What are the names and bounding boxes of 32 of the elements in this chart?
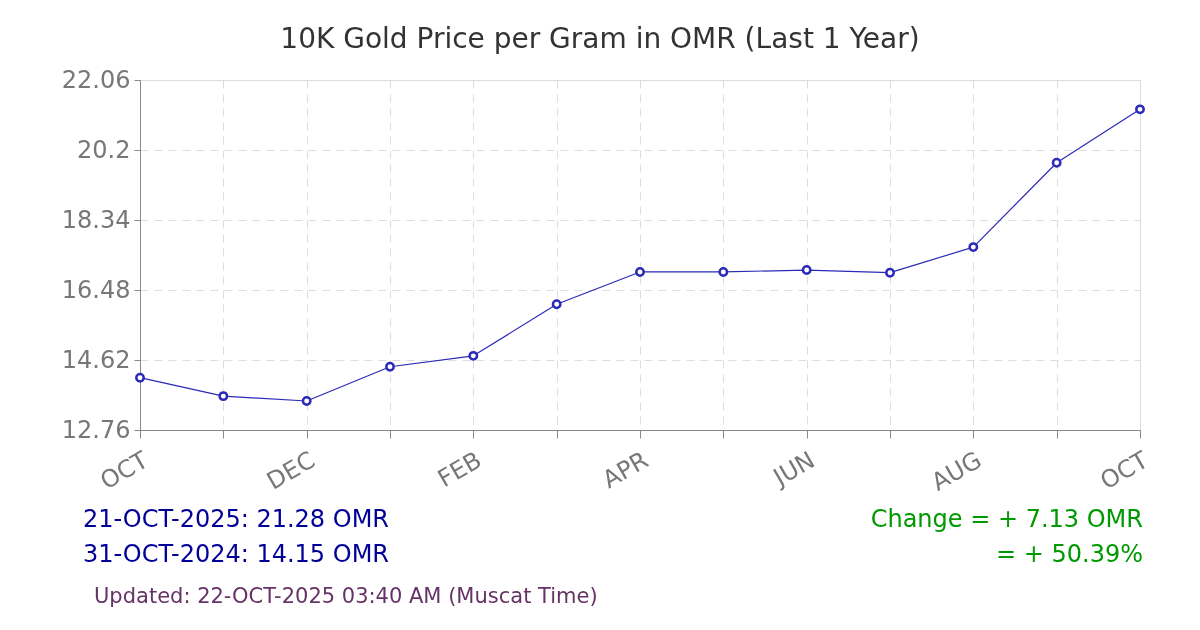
x-tick-label: FEB: [432, 445, 487, 493]
x-tick-label: OCT: [1095, 445, 1154, 496]
x-tick-label: APR: [597, 445, 653, 494]
text: Change = + 7.13 OMR: [870, 505, 1143, 533]
y-tick-label: 22.06: [61, 65, 131, 94]
text: 31-OCT-2024: 14.15 OMR: [83, 540, 390, 568]
point: [718, 266, 729, 277]
point: [301, 396, 312, 406]
x-tick-label: AUG: [926, 445, 987, 497]
x-tick-label: DEC: [262, 445, 320, 496]
text: = + 50.39%: [996, 540, 1143, 568]
point: [135, 372, 145, 383]
y-tick-label: 14.62: [61, 345, 131, 374]
point: [1135, 104, 1145, 115]
y-tick-label: 16.48: [61, 275, 131, 304]
y-tick-label: 18.34: [61, 205, 131, 234]
point: [468, 350, 479, 361]
point: [635, 266, 645, 277]
point: [1051, 157, 1062, 168]
text: Updated: 22-OCT-2025 03:40 AM (Muscat Time): [94, 584, 598, 608]
point: [885, 267, 895, 278]
point: [551, 299, 562, 310]
point: [385, 361, 395, 372]
point: [218, 391, 229, 402]
y-tick-label: 12.76: [61, 415, 131, 444]
point: [968, 242, 979, 253]
chart-title: 10K Gold Price per Gram in OMR (Last 1 Year): [280, 22, 920, 55]
y-tick-label: 20.2: [77, 135, 131, 164]
x-tick-label: JUN: [767, 445, 820, 493]
x-tick-label: OCT: [95, 445, 154, 496]
point: [801, 265, 812, 275]
text: 21-OCT-2025: 21.28 OMR: [83, 505, 390, 533]
